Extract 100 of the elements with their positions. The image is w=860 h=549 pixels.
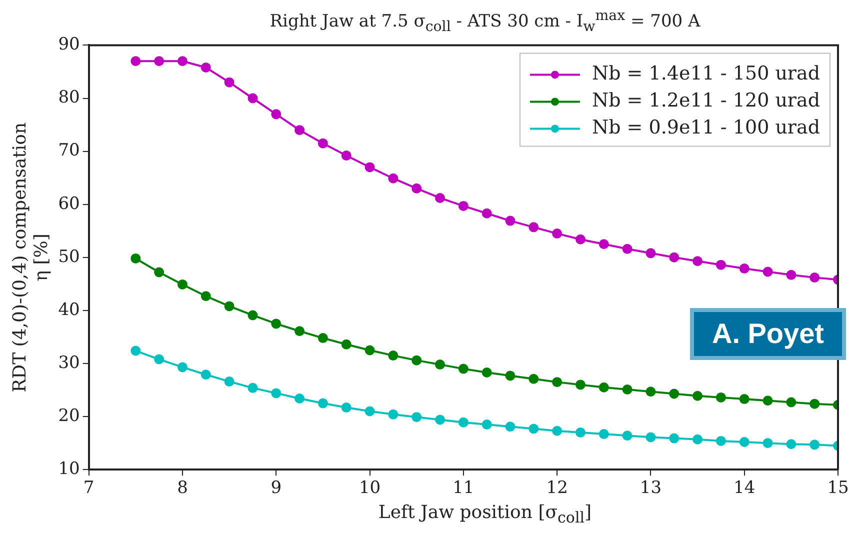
point <box>154 354 164 364</box>
point <box>646 432 656 442</box>
point <box>435 414 446 425</box>
point <box>575 427 586 438</box>
point <box>248 310 258 320</box>
point <box>786 397 796 408</box>
point <box>271 109 282 120</box>
x-axis-title: Left Jaw position [σ$_{coll}$] <box>377 502 593 527</box>
point <box>271 388 282 398</box>
point <box>341 402 352 413</box>
point <box>716 260 726 270</box>
point <box>294 125 305 136</box>
point <box>412 412 422 422</box>
legend-label: Nb = 1.4e11 - 150 urad <box>592 62 820 85</box>
y-axis-title: RDT (4,0)-(0,4) compensation η [%] <box>9 122 52 392</box>
point <box>716 436 726 446</box>
point <box>318 398 328 408</box>
point <box>388 409 398 420</box>
point <box>482 208 492 218</box>
point <box>130 253 141 264</box>
y-tick-label: 70 <box>58 140 80 161</box>
point <box>669 433 680 444</box>
point <box>435 192 446 203</box>
point <box>458 417 468 428</box>
x-tick-label: 14 <box>734 478 756 498</box>
point <box>200 370 211 380</box>
point <box>692 434 703 444</box>
y-tick-label: 20 <box>58 406 80 426</box>
x-tick-label: 15 <box>827 478 849 498</box>
point <box>810 440 820 450</box>
y-tick-label: 40 <box>58 300 80 320</box>
point <box>294 326 305 336</box>
point <box>552 426 562 436</box>
x-tick-label: 12 <box>546 478 568 498</box>
point <box>622 384 632 394</box>
point <box>177 279 188 290</box>
point <box>364 406 375 416</box>
x-tick-label: 7 <box>83 478 94 498</box>
point <box>505 422 516 432</box>
x-tick-label: 13 <box>640 478 662 498</box>
point <box>435 360 446 370</box>
point <box>786 439 796 450</box>
point <box>224 301 234 312</box>
point <box>810 272 820 283</box>
point <box>388 173 398 184</box>
point <box>177 56 188 66</box>
point <box>224 77 234 88</box>
point <box>200 291 211 302</box>
point <box>224 376 234 387</box>
legend-label: Nb = 1.2e11 - 120 urad <box>592 90 820 112</box>
point <box>130 56 141 66</box>
point <box>154 267 164 278</box>
point <box>154 56 164 66</box>
point <box>810 398 820 409</box>
point <box>575 234 586 244</box>
point <box>646 386 656 397</box>
x-tick-label: 11 <box>452 478 474 498</box>
point <box>716 392 726 402</box>
point <box>482 368 492 378</box>
point <box>622 430 632 441</box>
legend-label: Nb = 0.9e11 - 100 urad <box>592 116 820 139</box>
point <box>388 350 398 361</box>
point <box>482 420 492 430</box>
point <box>552 377 562 388</box>
point <box>505 216 516 226</box>
point <box>528 424 539 434</box>
point <box>528 374 539 384</box>
y-tick-label: 50 <box>58 246 80 267</box>
point <box>271 318 282 329</box>
y-tick-label: 90 <box>58 34 80 55</box>
point <box>762 438 773 448</box>
point <box>505 370 516 381</box>
point <box>130 346 141 356</box>
point <box>364 162 375 172</box>
point <box>341 339 352 350</box>
point <box>622 244 632 254</box>
point <box>364 345 375 356</box>
point <box>177 362 188 372</box>
point <box>598 429 609 440</box>
point <box>598 382 609 392</box>
point <box>692 256 703 266</box>
point <box>692 390 703 401</box>
y-tick-label: 10 <box>58 459 80 480</box>
point <box>200 62 211 72</box>
x-tick-label: 10 <box>358 478 381 498</box>
point <box>318 138 328 148</box>
chart-title: Right Jaw at 7.5 σ$_{coll}$ - ATS 30 cm - I$_{w}$$^{max}$ = 700 A <box>268 8 702 36</box>
point <box>528 222 539 232</box>
y-tick-label: 80 <box>58 88 80 108</box>
point <box>248 382 258 393</box>
x-tick-label: 8 <box>177 478 188 498</box>
point <box>412 355 422 366</box>
point <box>341 150 352 161</box>
point <box>669 252 680 262</box>
point <box>762 396 773 406</box>
x-tick-label: 9 <box>270 478 282 498</box>
point <box>575 380 586 390</box>
point <box>646 248 656 258</box>
point <box>739 394 750 404</box>
point <box>739 264 750 274</box>
